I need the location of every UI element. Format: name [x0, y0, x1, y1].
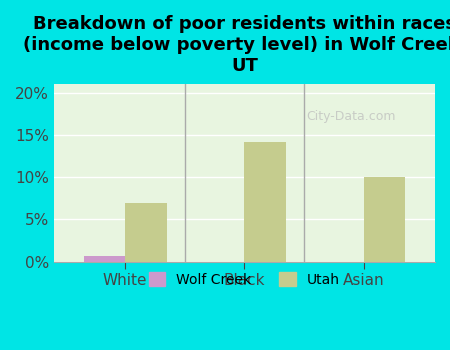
Bar: [84, 256, 125, 262]
Bar: [125, 203, 167, 262]
Text: City-Data.com: City-Data.com: [306, 110, 396, 123]
Legend: Wolf Creek, Utah: Wolf Creek, Utah: [142, 265, 347, 294]
Bar: [364, 177, 405, 262]
Title: Breakdown of poor residents within races
(income below poverty level) in Wolf Cr: Breakdown of poor residents within races…: [22, 15, 450, 75]
Bar: [244, 142, 286, 262]
